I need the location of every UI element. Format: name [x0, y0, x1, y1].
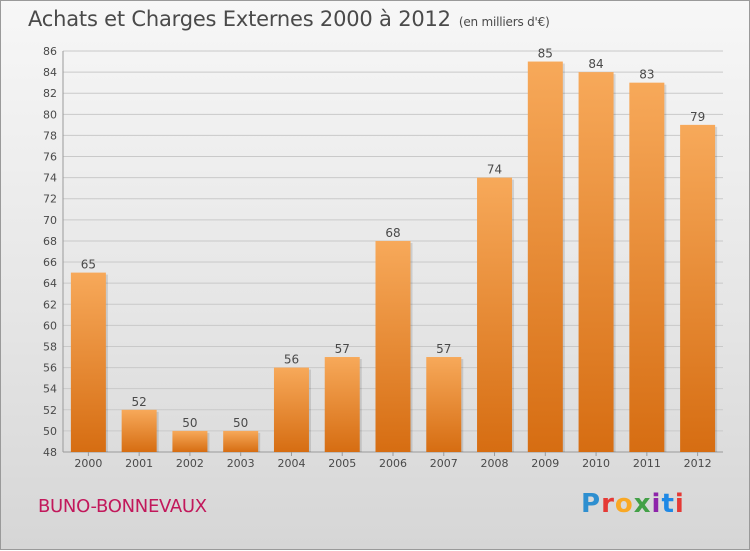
data-label: 50 — [233, 416, 248, 430]
data-labels: 65 52 50 50 56 57 68 57 74 85 84 83 79 — [81, 47, 706, 430]
y-tick-label: 58 — [43, 340, 57, 353]
data-label: 79 — [690, 110, 705, 124]
bar — [273, 367, 309, 452]
logo-letter: i — [674, 489, 685, 519]
data-label: 52 — [132, 395, 147, 409]
x-tick-label: 2002 — [176, 457, 204, 470]
x-tick-label: 2006 — [379, 457, 407, 470]
data-label: 57 — [436, 342, 451, 356]
y-tick-label: 54 — [43, 383, 57, 396]
y-tick-label: 78 — [43, 129, 57, 142]
y-tick-label: 72 — [43, 193, 57, 206]
y-tick-label: 64 — [43, 277, 57, 290]
x-tick-label: 2004 — [277, 457, 305, 470]
y-tick-label: 66 — [43, 256, 57, 269]
y-tick-label: 84 — [43, 66, 57, 79]
x-tick-label: 2012 — [684, 457, 712, 470]
y-tick-label: 56 — [43, 362, 57, 375]
data-label: 83 — [639, 68, 654, 82]
data-label: 74 — [487, 163, 502, 177]
bar — [629, 82, 665, 452]
data-label: 84 — [588, 57, 603, 71]
data-label: 68 — [385, 226, 400, 240]
y-tick-label: 60 — [43, 319, 57, 332]
x-tick-label: 2007 — [430, 457, 458, 470]
logo-letter: o — [614, 489, 634, 519]
bar — [578, 72, 614, 453]
y-tick-label: 68 — [43, 235, 57, 248]
data-label: 57 — [335, 342, 350, 356]
x-tick-label: 2008 — [481, 457, 509, 470]
logo-letter: P — [581, 489, 602, 519]
chart-title: Achats et Charges Externes 2000 à 2012 (e… — [28, 7, 550, 31]
logo-letter: t — [661, 489, 675, 519]
bar — [223, 430, 259, 452]
commune-name: BUNO-BONNEVAUX — [38, 496, 207, 517]
y-tick-label: 76 — [43, 151, 57, 164]
x-tick-label: 2010 — [582, 457, 610, 470]
y-tick-label: 86 — [43, 45, 57, 58]
y-tick-label: 80 — [43, 108, 57, 121]
data-label: 56 — [284, 353, 299, 367]
bar — [426, 357, 462, 452]
bars — [70, 61, 718, 453]
y-tick-label: 50 — [43, 425, 57, 438]
y-tick-label: 82 — [43, 87, 57, 100]
proxiti-logo[interactable]: Proxiti — [581, 489, 685, 519]
bar — [680, 124, 716, 453]
bar — [70, 272, 106, 452]
logo-letter: r — [601, 489, 615, 519]
bar — [527, 61, 563, 452]
logo-letter: x — [633, 489, 652, 519]
y-tick-label: 62 — [43, 298, 57, 311]
x-tick-label: 2003 — [227, 457, 255, 470]
bar — [477, 177, 513, 452]
data-label: 50 — [182, 416, 197, 430]
bar — [324, 357, 360, 452]
x-tick-label: 2009 — [531, 457, 559, 470]
logo-letter: i — [651, 489, 662, 519]
chart-subtitle: (en milliers d'€) — [458, 15, 550, 29]
y-tick-label: 74 — [43, 172, 57, 185]
x-tick-label: 2000 — [74, 457, 102, 470]
y-tick-label: 48 — [43, 446, 57, 459]
y-tick-label: 52 — [43, 404, 57, 417]
x-tick-label: 2001 — [125, 457, 153, 470]
bar — [172, 430, 208, 452]
data-label: 65 — [81, 258, 96, 272]
bar — [121, 409, 157, 452]
bar — [375, 240, 411, 452]
data-label: 85 — [538, 47, 553, 61]
chart-title-text: Achats et Charges Externes 2000 à 2012 — [28, 7, 451, 31]
x-tick-label: 2005 — [328, 457, 356, 470]
y-tick-label: 70 — [43, 214, 57, 227]
x-tick-label: 2011 — [633, 457, 661, 470]
